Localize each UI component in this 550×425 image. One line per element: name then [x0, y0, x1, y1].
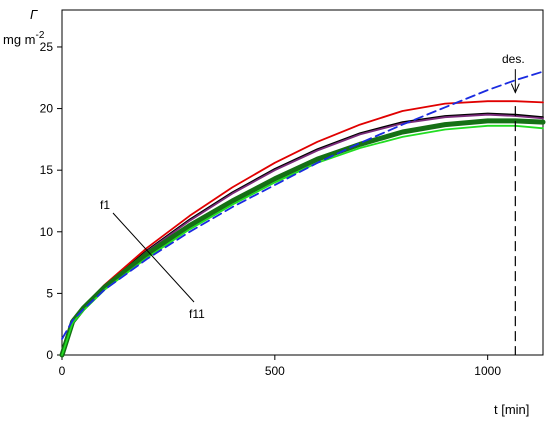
- y-axis-symbol: Γ: [30, 7, 38, 22]
- annotation-f1: f1: [100, 198, 110, 212]
- desorption-arrow: [510, 69, 520, 94]
- y-axis-unit-text: mg m: [3, 32, 36, 47]
- x-axis-title: t [min]: [494, 402, 529, 417]
- series-group: [59, 70, 546, 358]
- y-tick-label-20: 20: [40, 102, 54, 116]
- y-tick-label-10: 10: [40, 225, 54, 239]
- series-line-5: [61, 124, 544, 356]
- desorption-label: des.: [502, 52, 525, 66]
- x-tick-label-1000: 1000: [474, 364, 501, 378]
- y-tick-label-15: 15: [40, 163, 54, 177]
- series-line-2: [61, 100, 544, 356]
- y-tick-label-0: 0: [46, 348, 53, 362]
- series-line-6: [61, 70, 544, 340]
- ticks: 0 5 10 15 20 25 0 500 1000: [40, 40, 502, 378]
- x-tick-label-0: 0: [59, 364, 66, 378]
- y-axis-unit: mg m-2: [3, 30, 45, 47]
- x-tick-label-500: 500: [265, 364, 285, 378]
- y-tick-label-25: 25: [40, 40, 54, 54]
- y-tick-label-5: 5: [46, 286, 53, 300]
- series-line-3: [61, 113, 544, 356]
- desorption-arrow-head: [510, 83, 520, 94]
- series-line-4: [59, 118, 546, 358]
- y-axis-unit-exponent: -2: [36, 30, 45, 41]
- plot-frame: [61, 9, 544, 356]
- annotation-pointer-line: [112, 212, 195, 303]
- annotation-f11: f11: [189, 307, 205, 321]
